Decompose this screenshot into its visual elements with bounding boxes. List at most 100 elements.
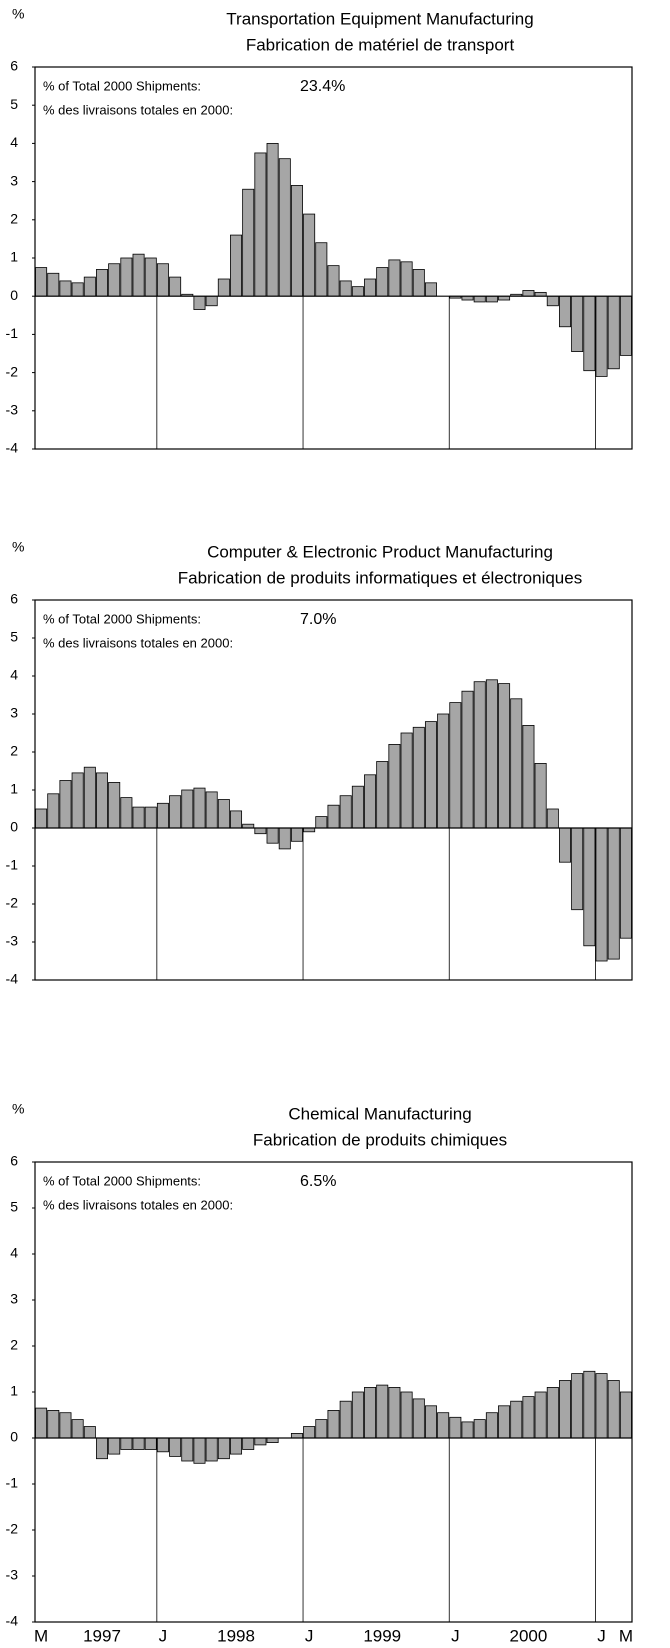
bar: [327, 804, 340, 829]
x-tick-label: J: [597, 1626, 606, 1645]
bar: [47, 272, 60, 297]
y-tick-label: -3: [6, 933, 19, 949]
bar: [303, 213, 316, 297]
bar: [120, 1437, 133, 1450]
bar: [230, 1437, 243, 1455]
y-tick-label: -3: [6, 402, 19, 418]
bar: [35, 267, 48, 297]
bar: [558, 1380, 571, 1439]
annotation-share: 7.0%: [300, 611, 336, 628]
bar: [96, 1437, 109, 1460]
plot-frame: [34, 1161, 633, 1623]
y-tick-label: 6: [10, 591, 18, 607]
bar: [266, 827, 279, 844]
x-tick-label: M: [34, 1626, 48, 1645]
bar: [619, 1391, 632, 1439]
bar: [376, 267, 389, 297]
bar: [230, 234, 243, 297]
bar: [193, 787, 206, 829]
y-tick-label: 3: [10, 705, 18, 721]
bar: [108, 263, 121, 297]
bar: [437, 1412, 450, 1439]
y-tick-label: 5: [10, 629, 18, 645]
bar: [132, 1437, 145, 1450]
bar: [132, 253, 145, 297]
bar: [424, 1405, 437, 1439]
bar: [217, 1437, 230, 1460]
bar: [424, 721, 437, 829]
bar: [108, 1437, 121, 1455]
bar: [266, 1437, 279, 1443]
bar: [205, 1437, 218, 1462]
x-tick-label: 1998: [217, 1626, 255, 1645]
bar: [571, 1373, 584, 1439]
bar: [169, 276, 182, 297]
bar: [339, 1400, 352, 1439]
bar: [583, 1370, 596, 1439]
bar: [412, 726, 425, 829]
bar: [400, 261, 413, 297]
bar: [156, 263, 169, 297]
bar: [424, 282, 437, 297]
bar: [473, 295, 486, 303]
bar: [473, 1419, 486, 1439]
y-axis-label: %: [12, 539, 24, 555]
bar: [71, 772, 84, 829]
bar: [242, 1437, 255, 1450]
y-tick-label: -2: [6, 895, 19, 911]
bar: [120, 257, 133, 297]
x-tick-label: 1997: [83, 1626, 121, 1645]
bar: [595, 1373, 608, 1439]
bar: [120, 797, 133, 829]
bar: [254, 1437, 267, 1446]
bar: [607, 827, 620, 960]
y-tick-label: -4: [6, 1613, 19, 1629]
bar: [619, 827, 632, 939]
chart-subtitle: Fabrication de produits informatiques et…: [178, 568, 582, 587]
bar: [339, 280, 352, 297]
bar: [534, 763, 547, 829]
y-tick-label: -3: [6, 1567, 19, 1583]
bar: [461, 690, 474, 829]
annotation-fr: % des livraisons totales en 2000:: [43, 635, 233, 650]
y-tick-label: 0: [10, 1429, 18, 1445]
bar: [461, 1421, 474, 1439]
bar: [315, 1419, 328, 1439]
bar: [132, 806, 145, 829]
y-axis-label: %: [12, 6, 24, 22]
bar: [376, 761, 389, 829]
bar: [607, 1380, 620, 1439]
bar: [449, 702, 462, 829]
bar: [327, 265, 340, 297]
x-tick-label: J: [159, 1626, 168, 1645]
bar: [254, 152, 267, 297]
bar: [351, 286, 364, 297]
bar: [571, 295, 584, 352]
bar: [364, 1387, 377, 1439]
bar: [339, 795, 352, 829]
bar: [388, 259, 401, 297]
y-tick-label: -1: [6, 325, 19, 341]
x-tick-label: M: [619, 1626, 633, 1645]
bar: [558, 827, 571, 863]
y-tick-label: 4: [10, 667, 18, 683]
bar: [412, 269, 425, 297]
y-tick-label: -1: [6, 1475, 19, 1491]
bar: [485, 1412, 498, 1439]
bar: [376, 1384, 389, 1439]
chart-title: Transportation Equipment Manufacturing: [226, 9, 533, 28]
bar: [498, 683, 511, 829]
bar: [619, 295, 632, 356]
y-tick-label: 6: [10, 1153, 18, 1169]
bar: [169, 1437, 182, 1457]
bar: [315, 816, 328, 829]
y-axis-label: %: [12, 1101, 24, 1117]
bar: [242, 188, 255, 297]
bar: [473, 681, 486, 829]
bar: [266, 142, 279, 297]
bar: [278, 158, 291, 297]
bar: [35, 1407, 48, 1439]
y-tick-label: 2: [10, 1337, 18, 1353]
bar: [290, 185, 303, 297]
bar: [96, 772, 109, 829]
